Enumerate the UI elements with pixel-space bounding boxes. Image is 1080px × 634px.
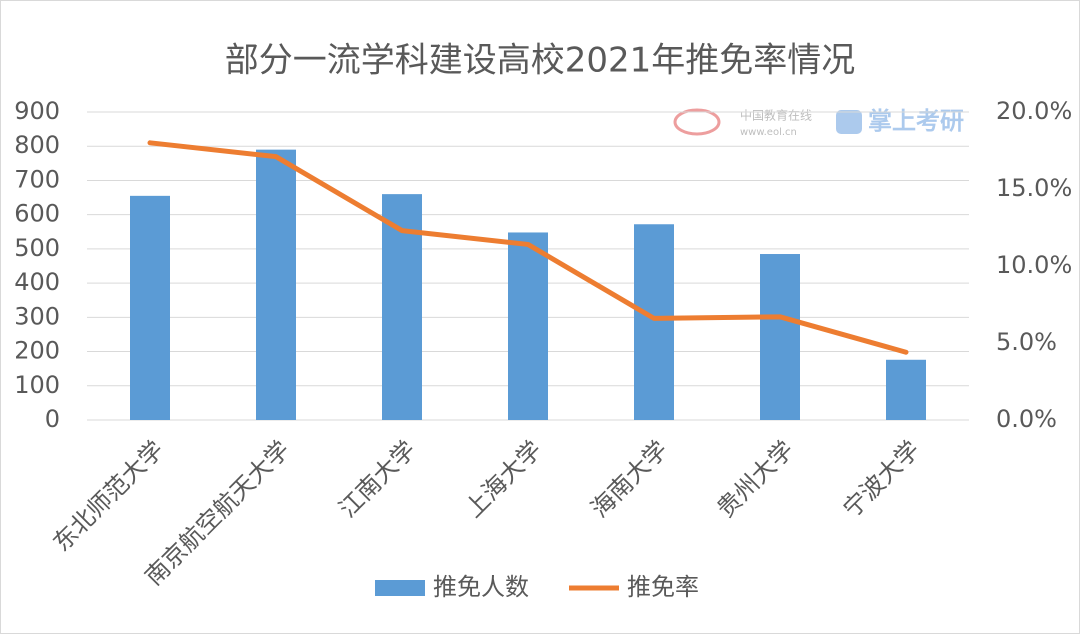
watermark-icon — [836, 110, 862, 134]
watermark-text: 中国教育在线 — [740, 108, 812, 123]
y-tick-label: 700 — [14, 165, 60, 193]
y2-tick-label: 10.0% — [996, 251, 1072, 279]
watermark-text: www.eol.cn — [740, 127, 797, 138]
bar — [634, 224, 674, 420]
y-tick-label: 900 — [14, 97, 60, 125]
y-tick-label: 600 — [14, 200, 60, 228]
watermark-logo — [673, 108, 721, 136]
y2-tick-label: 0.0% — [996, 405, 1057, 433]
bar — [508, 232, 548, 420]
legend-swatch — [375, 580, 425, 596]
chart-title: 部分一流学科建设高校2021年推免率情况 — [225, 41, 856, 81]
legend-label: 推免人数 — [433, 573, 529, 601]
bar — [130, 195, 170, 420]
y-tick-label: 500 — [14, 234, 60, 262]
y-tick-label: 400 — [14, 268, 60, 296]
bar — [886, 359, 926, 420]
bar — [760, 254, 800, 420]
y2-tick-label: 5.0% — [996, 328, 1057, 356]
y-tick-label: 300 — [14, 302, 60, 330]
watermark-text: 掌上考研 — [868, 107, 964, 135]
line — [147, 140, 909, 355]
watermark: 中国教育在线 www.eol.cn 掌上考研 — [673, 107, 964, 138]
bar — [256, 149, 296, 420]
y2-tick-label: 20.0% — [996, 97, 1072, 125]
y-tick-label: 100 — [14, 371, 60, 399]
y-tick-label: 200 — [14, 337, 60, 365]
y-tick-label: 0 — [45, 405, 60, 433]
y2-tick-label: 15.0% — [996, 174, 1072, 202]
y-tick-label: 800 — [14, 131, 60, 159]
legend-label: 推免率 — [627, 573, 699, 601]
